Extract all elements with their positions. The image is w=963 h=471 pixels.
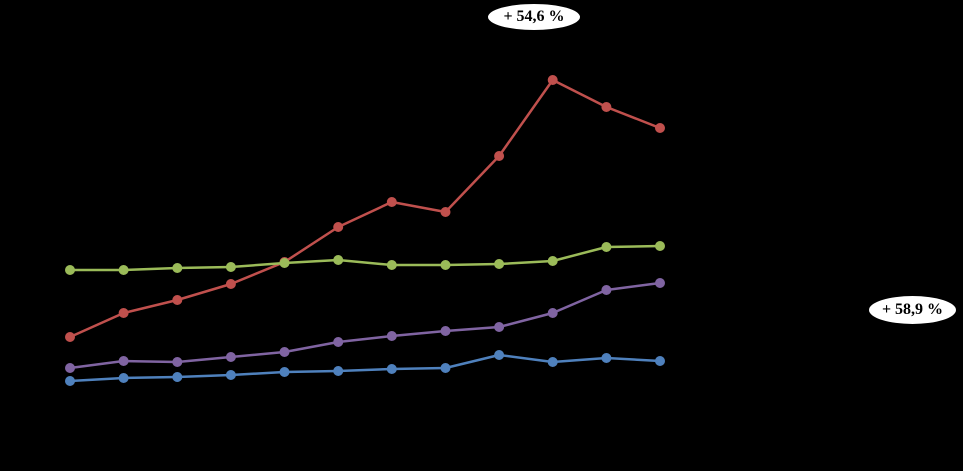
data-point-red bbox=[494, 151, 505, 161]
data-point-purple bbox=[65, 363, 75, 373]
data-point-red bbox=[118, 308, 129, 318]
data-point-green bbox=[172, 263, 183, 273]
annotation-label-top: + 54,6 % bbox=[503, 8, 565, 25]
data-point-red bbox=[65, 332, 75, 342]
annotation-callout-top: + 54,6 % bbox=[487, 3, 581, 31]
data-point-green bbox=[279, 258, 290, 268]
data-point-blue bbox=[386, 364, 397, 374]
data-point-red bbox=[655, 123, 665, 133]
data-point-blue bbox=[225, 370, 236, 380]
series-line-red bbox=[68, 78, 662, 339]
data-point-blue bbox=[279, 367, 290, 377]
data-point-green bbox=[655, 241, 665, 251]
data-point-red bbox=[601, 102, 612, 112]
data-point-blue bbox=[333, 366, 344, 376]
data-point-purple bbox=[172, 357, 183, 367]
data-point-red bbox=[333, 222, 344, 232]
annotation-callout-right: + 58,9 % bbox=[868, 295, 957, 325]
series-line-green bbox=[68, 244, 662, 272]
series-line-blue bbox=[68, 353, 662, 383]
data-point-green bbox=[440, 260, 451, 270]
data-point-blue bbox=[440, 363, 451, 373]
data-point-red bbox=[440, 207, 451, 217]
data-point-purple bbox=[440, 326, 451, 336]
data-point-green bbox=[118, 265, 129, 275]
data-point-green bbox=[547, 256, 558, 266]
data-point-blue bbox=[118, 373, 129, 383]
data-point-green bbox=[65, 265, 75, 275]
data-point-red bbox=[172, 295, 183, 305]
data-point-red bbox=[547, 75, 558, 85]
data-point-purple bbox=[333, 337, 344, 347]
data-point-red bbox=[386, 197, 397, 207]
data-point-blue bbox=[601, 353, 612, 363]
data-point-blue bbox=[655, 356, 665, 366]
data-point-purple bbox=[386, 331, 397, 341]
data-point-purple bbox=[601, 285, 612, 295]
data-point-purple bbox=[494, 322, 505, 332]
data-point-purple bbox=[655, 278, 665, 288]
data-point-purple bbox=[547, 308, 558, 318]
series-line-purple bbox=[68, 281, 662, 370]
data-point-green bbox=[225, 262, 236, 272]
data-point-purple bbox=[118, 356, 129, 366]
data-point-red bbox=[225, 279, 236, 289]
data-point-purple bbox=[279, 347, 290, 357]
data-point-purple bbox=[225, 352, 236, 362]
data-point-blue bbox=[172, 372, 183, 382]
data-point-blue bbox=[494, 350, 505, 360]
annotation-label-right: + 58,9 % bbox=[881, 301, 944, 318]
data-point-green bbox=[386, 260, 397, 270]
data-point-blue bbox=[65, 376, 75, 386]
data-point-green bbox=[333, 255, 344, 265]
data-point-green bbox=[601, 242, 612, 252]
data-point-blue bbox=[547, 357, 558, 367]
data-point-green bbox=[494, 259, 505, 269]
